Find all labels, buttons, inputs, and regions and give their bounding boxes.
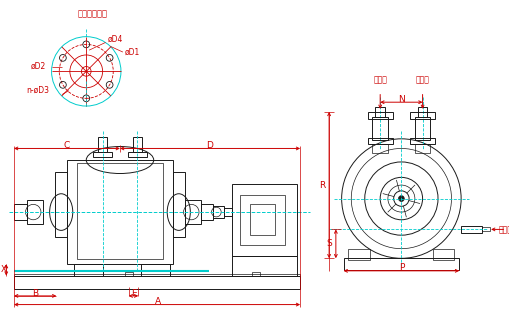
Bar [367, 138, 392, 143]
Bar [343, 258, 458, 270]
Bar [372, 143, 387, 153]
Text: S: S [326, 239, 331, 248]
Bar [432, 249, 454, 260]
Bar [231, 184, 297, 256]
Bar [231, 256, 297, 276]
Text: 排气口: 排气口 [415, 75, 429, 84]
Bar [14, 204, 26, 220]
Bar [251, 272, 259, 276]
Text: E: E [130, 289, 136, 298]
Bar [76, 163, 163, 259]
Bar [482, 228, 489, 231]
Bar [223, 208, 231, 216]
Bar [417, 107, 427, 117]
Bar [367, 112, 392, 118]
Bar [26, 201, 43, 224]
Bar [414, 117, 430, 140]
Text: D: D [206, 141, 213, 150]
Bar [372, 117, 387, 140]
Bar [409, 138, 434, 143]
Bar [141, 264, 170, 276]
Bar [55, 172, 67, 237]
Circle shape [398, 196, 404, 202]
Bar [173, 172, 184, 237]
Text: øD1: øD1 [125, 48, 140, 56]
Text: 供水口: 供水口 [498, 225, 509, 234]
Bar [98, 137, 107, 152]
Bar [74, 264, 102, 276]
Bar [460, 226, 482, 233]
Bar [127, 152, 147, 157]
Text: 进排气口尺寸: 进排气口尺寸 [78, 9, 108, 18]
Text: P: P [398, 264, 403, 273]
Bar [132, 137, 142, 152]
Bar [14, 276, 300, 289]
Text: N: N [397, 95, 404, 104]
Bar [348, 249, 369, 260]
Bar [184, 201, 201, 224]
Text: A: A [154, 297, 160, 306]
Bar [14, 274, 300, 276]
Text: C: C [64, 141, 70, 150]
Text: R: R [319, 181, 325, 190]
Bar [240, 195, 284, 245]
Bar [249, 204, 274, 235]
Text: B: B [32, 289, 38, 298]
Bar [125, 272, 132, 276]
Bar [409, 112, 434, 118]
Bar [201, 204, 213, 220]
Text: X: X [1, 265, 6, 274]
Text: øD4: øD4 [107, 35, 123, 44]
Bar [212, 206, 223, 218]
Text: 进气口: 进气口 [373, 75, 386, 84]
Text: øD2: øD2 [31, 62, 46, 71]
Bar [375, 107, 384, 117]
Bar [414, 143, 430, 153]
Text: n-øD3: n-øD3 [26, 86, 49, 95]
Bar [93, 152, 112, 157]
Bar [67, 160, 173, 264]
